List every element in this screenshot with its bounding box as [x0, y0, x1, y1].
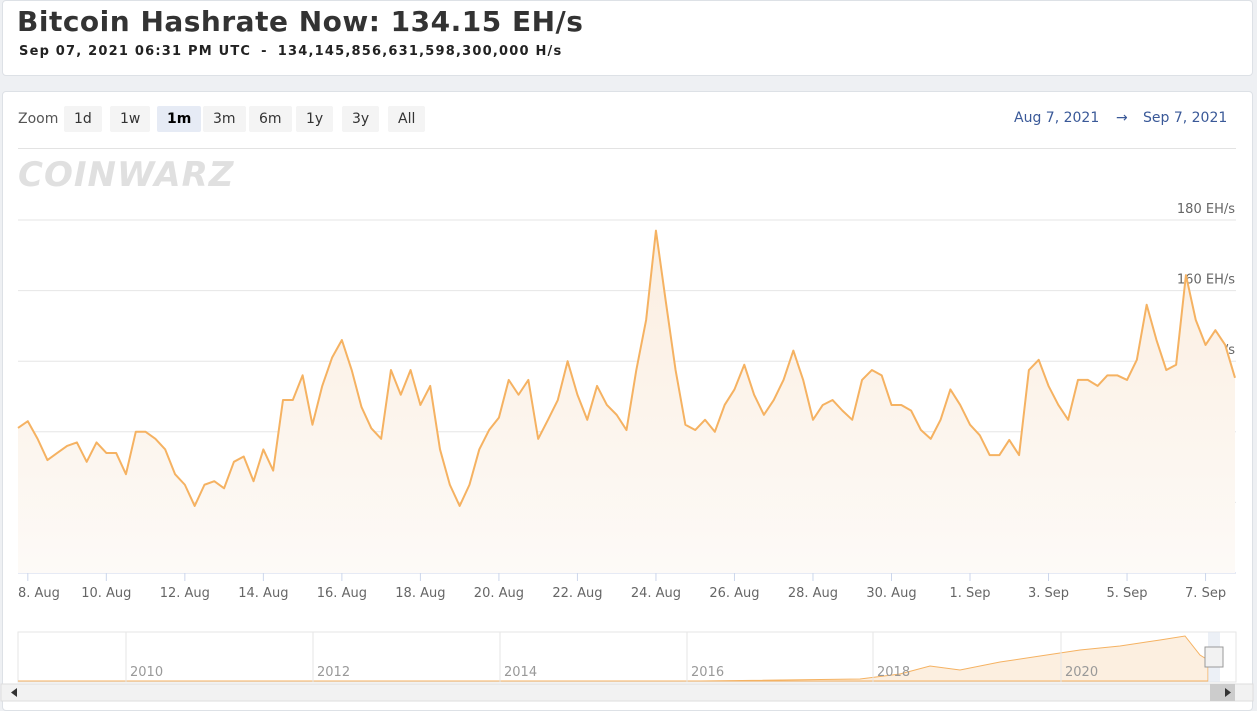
range-to[interactable]: Sep 7, 2021: [1143, 110, 1228, 126]
navigator-label: 2016: [691, 665, 724, 680]
zoom-button[interactable]: 1d: [64, 106, 102, 132]
x-tick-label: 10. Aug: [81, 586, 131, 601]
navigator-label: 2012: [317, 665, 350, 680]
hashes: 134,145,856,631,598,300,000 H/s: [277, 44, 563, 59]
x-tick-label: 28. Aug: [788, 586, 838, 601]
header-card: Bitcoin Hashrate Now: 134.15 EH/s Sep 07…: [2, 0, 1253, 76]
x-tick-label: 30. Aug: [866, 586, 916, 601]
x-tick-label: 24. Aug: [631, 586, 681, 601]
navigator-label: 2010: [130, 665, 163, 680]
x-tick-label: 22. Aug: [552, 586, 602, 601]
x-tick-label: 7. Sep: [1185, 586, 1226, 601]
x-tick-label: 26. Aug: [709, 586, 759, 601]
zoom-label: Zoom: [18, 111, 59, 127]
zoom-button[interactable]: 1m: [157, 106, 202, 132]
y-tick-label: 160 EH/s: [1177, 273, 1235, 288]
navigator-label: 2018: [877, 665, 910, 680]
zoom-button[interactable]: 1y: [296, 106, 334, 132]
zoom-button[interactable]: All: [388, 106, 426, 132]
navigator: [0, 631, 1254, 702]
x-tick-label: 20. Aug: [474, 586, 524, 601]
zoom-button[interactable]: 3y: [342, 106, 380, 132]
zoom-button[interactable]: 6m: [249, 106, 292, 132]
subtitle: Sep 07, 2021 06:31 PM UTC -134,145,856,63…: [19, 44, 572, 59]
x-tick-label: 3. Sep: [1028, 586, 1069, 601]
range-arrow: →: [1116, 110, 1128, 126]
scroll-right[interactable]: [1225, 688, 1231, 697]
separator: -: [261, 44, 268, 59]
range-from[interactable]: Aug 7, 2021: [1014, 110, 1100, 126]
zoom-button[interactable]: 1w: [110, 106, 151, 132]
x-tick-label: 5. Sep: [1107, 586, 1148, 601]
watermark: COINWARZ: [18, 155, 235, 195]
x-tick-label: 14. Aug: [238, 586, 288, 601]
navigator-series: [18, 635, 1209, 682]
navigator-label: 2014: [504, 665, 537, 680]
page-title: Bitcoin Hashrate Now: 134.15 EH/s: [17, 5, 584, 38]
zoom-button[interactable]: 3m: [203, 106, 246, 132]
y-tick-label: 180 EH/s: [1177, 202, 1235, 217]
x-tick-label: 12. Aug: [160, 586, 210, 601]
timestamp: Sep 07, 2021 06:31 PM UTC: [19, 44, 252, 59]
x-tick-label: 8. Aug: [18, 586, 60, 601]
line: [17, 229, 1236, 507]
area-fill: [18, 230, 1235, 573]
x-tick-label: 16. Aug: [317, 586, 367, 601]
scrollbar[interactable]: [0, 683, 1254, 702]
navigator-label: 2020: [1065, 665, 1098, 680]
x-tick-label: 18. Aug: [395, 586, 445, 601]
x-tick-label: 1. Sep: [949, 586, 990, 601]
navigator-handle[interactable]: [1204, 646, 1224, 668]
scrollbar-thumb[interactable]: [1210, 684, 1235, 701]
scroll-left[interactable]: [11, 688, 17, 697]
